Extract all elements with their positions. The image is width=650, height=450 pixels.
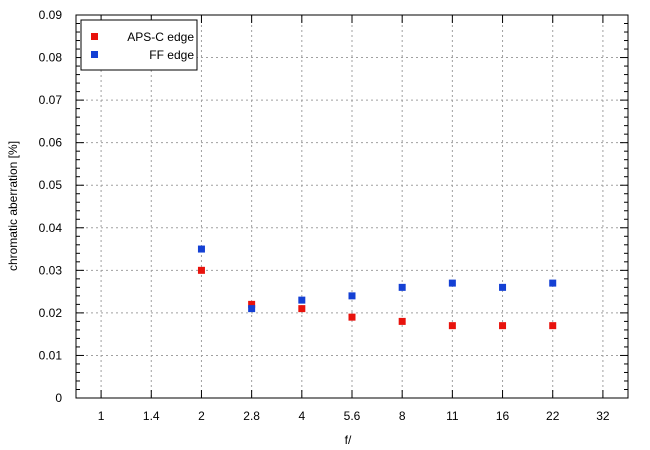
y-tick-label: 0 <box>55 391 62 405</box>
legend-marker-ff <box>91 51 98 58</box>
legend-marker-aps-c <box>91 33 98 40</box>
series-ff-edge <box>197 245 557 313</box>
legend-box <box>80 19 198 71</box>
x-tick-labels: 1 1.4 2 2.8 4 5.6 8 11 16 22 32 <box>98 409 610 423</box>
data-point <box>298 305 306 313</box>
data-point <box>348 292 356 300</box>
x-axis-label: f/ <box>345 433 352 447</box>
legend-label-aps-c: APS-C edge <box>127 30 194 44</box>
y-tick-label: 0.08 <box>39 51 63 65</box>
data-point <box>248 300 256 308</box>
y-tick-label: 0.03 <box>39 263 63 277</box>
y-tick-label: 0.02 <box>39 306 63 320</box>
y-tick-label: 0.09 <box>39 8 63 22</box>
x-tick-label: 8 <box>399 409 406 423</box>
x-tick-label: 32 <box>596 409 610 423</box>
y-tick-label: 0.07 <box>39 93 63 107</box>
data-point <box>398 283 406 291</box>
x-tick-label: 16 <box>496 409 510 423</box>
data-point <box>448 322 456 330</box>
data-points <box>197 245 557 330</box>
x-tick-label: 2 <box>198 409 205 423</box>
x-tick-label: 5.6 <box>344 409 361 423</box>
data-point <box>348 313 356 321</box>
data-point <box>248 305 256 313</box>
x-tick-label: 11 <box>446 409 459 423</box>
y-tick-label: 0.06 <box>39 136 63 150</box>
data-point <box>398 317 406 325</box>
x-tick-label: 1.4 <box>143 409 160 423</box>
data-point <box>197 266 205 274</box>
data-point <box>298 296 306 304</box>
series-aps-c-edge <box>197 266 557 330</box>
y-tick-labels: 0 0.01 0.02 0.03 0.04 0.05 0.06 0.07 0.08 0.09 <box>39 8 63 405</box>
legend: APS-C edge FF edge <box>80 19 198 71</box>
x-tick-label: 4 <box>298 409 305 423</box>
data-point <box>197 245 205 253</box>
x-tick-label: 1 <box>98 409 105 423</box>
data-point <box>549 279 557 287</box>
y-axis-label: chromatic aberration [%] <box>6 141 20 271</box>
legend-label-ff: FF edge <box>149 48 194 62</box>
data-point <box>549 322 557 330</box>
data-point <box>448 279 456 287</box>
plot-frame <box>75 14 629 399</box>
y-tick-label: 0.01 <box>39 348 63 362</box>
ticks <box>76 14 628 399</box>
x-tick-label: 22 <box>546 409 560 423</box>
y-tick-label: 0.05 <box>39 178 63 192</box>
data-point <box>499 283 507 291</box>
y-tick-label: 0.04 <box>39 221 63 235</box>
data-point <box>499 322 507 330</box>
x-tick-label: 2.8 <box>243 409 260 423</box>
